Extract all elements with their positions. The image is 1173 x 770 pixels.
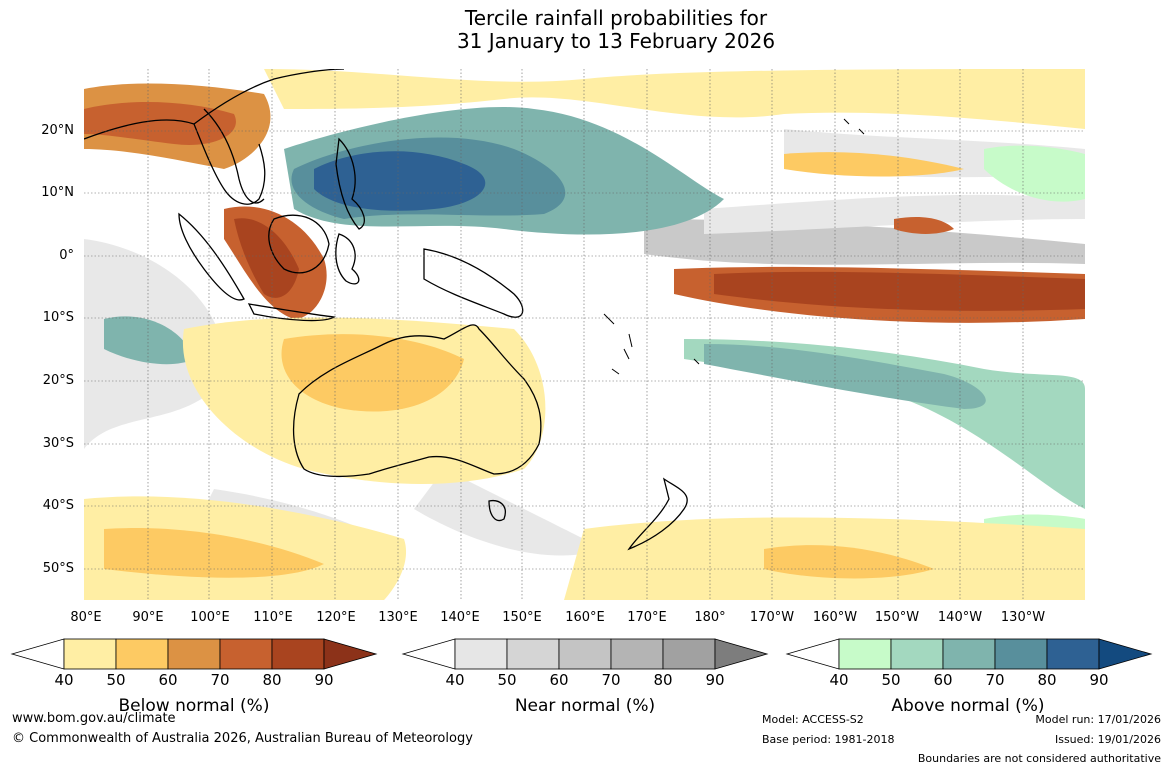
lon-label-160e: 160°E [565, 610, 605, 625]
base-period: Base period: 1981-2018 [762, 733, 895, 746]
lon-label-130e: 130°E [378, 610, 418, 625]
lat-label-equator: 0° [59, 248, 74, 263]
rainfall-probability-map [84, 69, 1085, 600]
above-normal-colorbar [785, 638, 1153, 670]
near-swatch-lt40 [401, 638, 456, 670]
pacific-islands [603, 118, 865, 375]
near-swatch-80-90 [662, 638, 716, 670]
above-tick-70: 70 [985, 671, 1005, 689]
above-normal-label: Above normal (%) [891, 696, 1045, 716]
below-normal-areas [84, 69, 1085, 600]
near-normal-label: Near normal (%) [514, 696, 656, 716]
above-normal-areas [104, 84, 1085, 552]
new-zealand-outline [627, 477, 688, 551]
issued-date: Issued: 19/01/2026 [1054, 733, 1161, 746]
map-title-line2: 31 January to 13 February 2026 [456, 29, 776, 53]
below-normal-colorbar [10, 638, 378, 670]
lat-label-20s: 20°S [42, 373, 74, 388]
new-guinea-outline [423, 248, 524, 318]
near-tick-80: 80 [653, 671, 673, 689]
lon-label-90e: 90°E [132, 610, 164, 625]
lat-label-20n: 20°N [41, 123, 74, 138]
lon-label-80e: 80°E [70, 610, 102, 625]
near-swatch-40-50 [454, 638, 508, 670]
above-tick-90: 90 [1089, 671, 1109, 689]
lon-label-140w: 140°W [937, 610, 983, 625]
philippines-outline [335, 137, 365, 230]
lon-label-170e: 170°E [627, 610, 667, 625]
near-swatch-gt90 [714, 638, 769, 670]
near-tick-60: 60 [549, 671, 569, 689]
below-swatch-60-70 [167, 638, 221, 670]
near-tick-50: 50 [497, 671, 517, 689]
map-title-line1: Tercile rainfall probabilities for [464, 6, 768, 30]
tasmania-outline [488, 499, 506, 522]
lon-label-160w: 160°W [812, 610, 858, 625]
below-swatch-lt40 [10, 638, 65, 670]
lon-label-180: 180° [694, 610, 726, 625]
below-swatch-80-90 [271, 638, 325, 670]
near-swatch-50-60 [506, 638, 560, 670]
below-swatch-50-60 [115, 638, 169, 670]
sulawesi-outline [335, 233, 360, 285]
below-swatch-40-50 [63, 638, 117, 670]
above-swatch-50-60 [890, 638, 944, 670]
near-swatch-70-80 [610, 638, 664, 670]
above-tick-40: 40 [829, 671, 849, 689]
above-tick-50: 50 [881, 671, 901, 689]
above-swatch-gt90 [1098, 638, 1153, 670]
lon-label-170w: 170°W [749, 610, 795, 625]
model-name: Model: ACCESS-S2 [762, 713, 864, 726]
above-tick-80: 80 [1037, 671, 1057, 689]
java-outline [247, 303, 336, 322]
sumatra-outline [178, 212, 245, 301]
below-tick-70: 70 [210, 671, 230, 689]
lon-label-130w: 130°W [1000, 610, 1046, 625]
copyright-text: © Commonwealth of Australia 2026, Austra… [12, 731, 473, 746]
below-tick-40: 40 [54, 671, 74, 689]
lon-label-150e: 150°E [502, 610, 542, 625]
lon-label-100e: 100°E [190, 610, 230, 625]
lat-label-30s: 30°S [42, 436, 74, 451]
near-normal-colorbar [401, 638, 769, 670]
indochina-outline [203, 108, 265, 204]
lat-label-40s: 40°S [42, 498, 74, 513]
below-tick-80: 80 [262, 671, 282, 689]
below-tick-90: 90 [314, 671, 334, 689]
below-tick-50: 50 [106, 671, 126, 689]
lon-label-140e: 140°E [440, 610, 480, 625]
model-run-date: Model run: 17/01/2026 [1035, 713, 1161, 726]
asia-mainland-outline [84, 69, 345, 205]
above-swatch-70-80 [994, 638, 1048, 670]
lat-label-10s: 10°S [42, 310, 74, 325]
bom-url-link[interactable]: www.bom.gov.au/climate [12, 711, 176, 726]
above-swatch-60-70 [942, 638, 996, 670]
below-tick-60: 60 [158, 671, 178, 689]
lon-label-110e: 110°E [253, 610, 293, 625]
above-swatch-80-90 [1046, 638, 1100, 670]
boundaries-disclaimer: Boundaries are not considered authoritat… [917, 752, 1161, 765]
lat-label-10n: 10°N [41, 185, 74, 200]
lon-label-150w: 150°W [874, 610, 920, 625]
above-swatch-lt40 [785, 638, 840, 670]
lon-label-120e: 120°E [316, 610, 356, 625]
near-tick-90: 90 [705, 671, 725, 689]
above-tick-60: 60 [933, 671, 953, 689]
near-tick-40: 40 [445, 671, 465, 689]
above-swatch-40-50 [838, 638, 892, 670]
below-normal-label: Below normal (%) [118, 696, 270, 716]
gridlines [84, 69, 1085, 600]
below-swatch-gt90 [323, 638, 378, 670]
near-swatch-60-70 [558, 638, 612, 670]
borneo-outline [268, 214, 330, 274]
below-swatch-70-80 [219, 638, 273, 670]
lat-label-50s: 50°S [42, 561, 74, 576]
near-tick-70: 70 [601, 671, 621, 689]
